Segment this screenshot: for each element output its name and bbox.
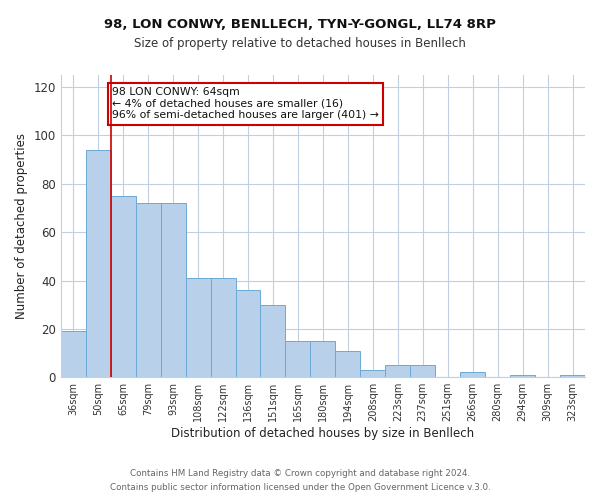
Bar [236,290,260,377]
Text: Size of property relative to detached houses in Benllech: Size of property relative to detached ho… [134,38,466,51]
Bar [410,365,435,377]
Text: 98, LON CONWY, BENLLECH, TYN-Y-GONGL, LL74 8RP: 98, LON CONWY, BENLLECH, TYN-Y-GONGL, LL… [104,18,496,30]
Y-axis label: Number of detached properties: Number of detached properties [15,133,28,319]
Text: Contains public sector information licensed under the Open Government Licence v.: Contains public sector information licen… [110,484,490,492]
Bar [86,150,111,377]
Bar [211,278,236,377]
Bar [310,341,335,377]
Bar [185,278,211,377]
Bar [385,365,410,377]
Text: Contains HM Land Registry data © Crown copyright and database right 2024.: Contains HM Land Registry data © Crown c… [130,468,470,477]
Bar [361,370,385,377]
Bar [460,372,485,377]
X-axis label: Distribution of detached houses by size in Benllech: Distribution of detached houses by size … [172,427,475,440]
Bar [510,375,535,377]
Bar [286,341,310,377]
Bar [560,375,585,377]
Bar [335,350,361,377]
Bar [260,304,286,377]
Bar [61,332,86,377]
Text: 98 LON CONWY: 64sqm
← 4% of detached houses are smaller (16)
96% of semi-detache: 98 LON CONWY: 64sqm ← 4% of detached hou… [112,87,379,120]
Bar [136,203,161,377]
Bar [161,203,185,377]
Bar [111,196,136,377]
